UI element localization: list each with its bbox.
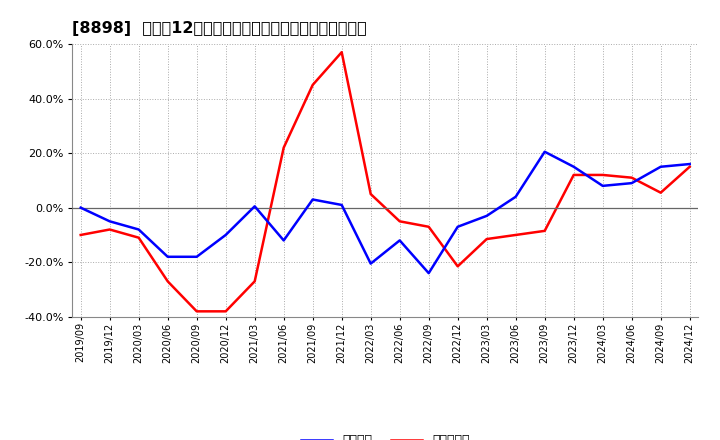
経常利益 (657, 164, 665, 169)
当期純利益 (105, 227, 114, 232)
経常利益 (511, 194, 520, 199)
当期純利益 (308, 82, 317, 88)
当期純利益 (511, 232, 520, 238)
当期純利益 (366, 191, 375, 197)
当期純利益 (221, 309, 230, 314)
当期純利益 (541, 228, 549, 234)
当期純利益 (424, 224, 433, 229)
当期純利益 (598, 172, 607, 178)
経常利益 (424, 271, 433, 276)
当期純利益 (395, 219, 404, 224)
経常利益 (105, 219, 114, 224)
経常利益 (338, 202, 346, 208)
経常利益 (598, 183, 607, 188)
Line: 経常利益: 経常利益 (81, 152, 690, 273)
経常利益 (454, 224, 462, 229)
Legend: 経常利益, 当期純利益: 経常利益, 当期純利益 (296, 429, 474, 440)
経常利益 (482, 213, 491, 219)
経常利益 (163, 254, 172, 260)
Text: [8898]  利益の12か月移動合計の対前年同期増減率の推移: [8898] 利益の12か月移動合計の対前年同期増減率の推移 (72, 21, 366, 36)
Line: 当期純利益: 当期純利益 (81, 52, 690, 312)
当期純利益 (135, 235, 143, 240)
当期純利益 (570, 172, 578, 178)
経常利益 (366, 261, 375, 266)
経常利益 (395, 238, 404, 243)
当期純利益 (454, 264, 462, 269)
当期純利益 (657, 190, 665, 195)
当期純利益 (251, 279, 259, 284)
当期純利益 (482, 236, 491, 242)
経常利益 (308, 197, 317, 202)
当期純利益 (338, 50, 346, 55)
経常利益 (76, 205, 85, 210)
経常利益 (279, 238, 288, 243)
経常利益 (221, 232, 230, 238)
経常利益 (192, 254, 201, 260)
当期純利益 (279, 145, 288, 150)
経常利益 (135, 227, 143, 232)
当期純利益 (76, 232, 85, 238)
経常利益 (541, 149, 549, 154)
経常利益 (570, 164, 578, 169)
当期純利益 (685, 164, 694, 169)
経常利益 (251, 204, 259, 209)
当期純利益 (627, 175, 636, 180)
当期純利益 (192, 309, 201, 314)
経常利益 (627, 180, 636, 186)
経常利益 (685, 161, 694, 167)
当期純利益 (163, 279, 172, 284)
